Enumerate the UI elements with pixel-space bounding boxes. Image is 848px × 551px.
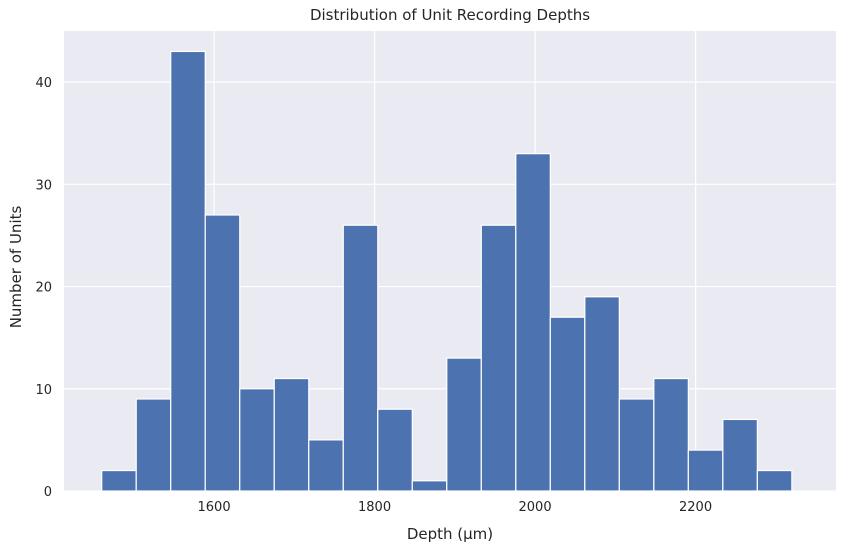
histogram-bar [342,224,379,492]
histogram-bar [480,224,517,492]
histogram-bar [411,480,448,492]
histogram-bar [549,316,586,492]
histogram-bar [170,50,206,492]
bars [101,50,793,492]
histogram-bar [101,469,137,492]
histogram-bar [308,439,344,492]
x-tick-label: 2200 [679,500,712,515]
histogram-bar [273,377,310,492]
histogram-bar [135,398,172,492]
histogram-bar [446,357,482,492]
x-tick-label: 1800 [358,500,391,515]
x-axis-label: Depth (µm) [407,525,493,543]
y-tick-label: 30 [35,178,52,193]
histogram-bar [204,214,241,492]
x-tick-label: 2000 [519,500,552,515]
y-tick-label: 0 [44,485,52,500]
histogram-bar [756,469,793,492]
y-tick-label: 20 [35,281,52,296]
histogram-bar [515,153,551,492]
histogram-bar [377,408,413,492]
histogram-bar [618,398,655,492]
chart-title: Distribution of Unit Recording Depths [310,6,590,24]
histogram-bar [687,449,724,492]
y-tick-label: 40 [35,76,52,91]
histogram-bar [722,418,758,492]
x-tick-label: 1600 [198,500,231,515]
x-tick-labels: 1600 1800 2000 2200 [198,500,713,515]
histogram-bar [653,377,689,492]
histogram-bar [584,296,620,492]
y-tick-label: 10 [35,383,52,398]
y-tick-labels: 0 10 20 30 40 [35,76,52,500]
histogram-bar [239,388,275,492]
y-axis-label: Number of Units [7,206,25,329]
